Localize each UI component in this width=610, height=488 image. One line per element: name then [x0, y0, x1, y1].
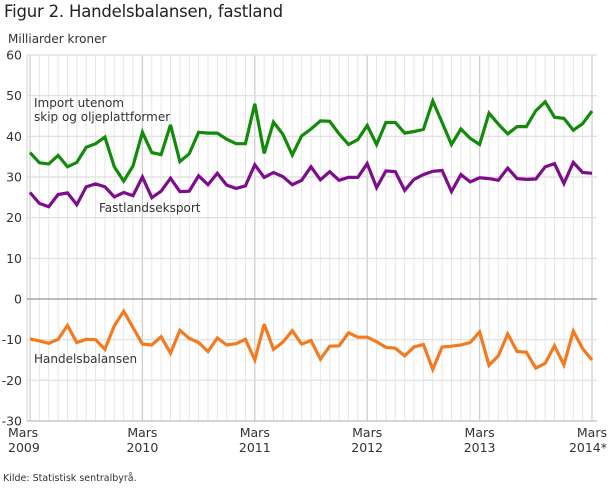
y-tick-label: 0	[14, 292, 22, 307]
series-label-handelsbalansen: Handelsbalansen	[34, 352, 137, 366]
series-line-import-utenom-skip-og-oljeplattformer	[28, 96, 594, 185]
y-tick-label: 30	[6, 170, 22, 185]
series-line-fastlandseksport	[28, 159, 593, 209]
x-tick-label-month: Mars	[465, 425, 495, 440]
y-axis-label: Milliarder kroner	[8, 32, 107, 46]
y-tick-label: 60	[6, 48, 22, 63]
source-note: Kilde: Statistisk sentralbyrå.	[3, 473, 137, 484]
vertical-gridlines	[26, 55, 593, 421]
x-tick-label-year: 2011	[239, 440, 271, 455]
x-tick-label-year: 2012	[351, 440, 383, 455]
series-label-fastlandseksport: Fastlandseksport	[99, 201, 201, 215]
series-points	[29, 162, 593, 207]
x-tick-label-month: Mars	[577, 425, 607, 440]
series-line-handelsbalansen	[29, 308, 594, 374]
horizontal-gridlines	[27, 54, 597, 422]
series-points	[29, 100, 593, 182]
x-tick-label-year: 2010	[126, 440, 158, 455]
series-label-import-line1: Import utenom	[34, 96, 124, 110]
x-tick-label-month: Mars	[127, 425, 157, 440]
chart-title: Figur 2. Handelsbalansen, fastland	[4, 2, 283, 21]
x-tick-labels: Mars2009Mars2010Mars2011Mars2012Mars2013…	[8, 425, 607, 455]
x-tick-label-month: Mars	[240, 425, 270, 440]
y-tick-label: 50	[6, 88, 22, 103]
y-tick-label: 10	[6, 251, 22, 266]
x-tick-label-month: Mars	[352, 425, 382, 440]
y-tick-label: 40	[6, 129, 22, 144]
x-tick-label-year: 2014*	[569, 440, 607, 455]
y-tick-label: -30	[2, 414, 22, 429]
series-points	[29, 311, 593, 370]
x-tick-label-year: 2009	[8, 440, 40, 455]
series-label-import: Import utenom skip og oljeplattformer	[34, 96, 170, 124]
x-tick-label-month: Mars	[8, 425, 38, 440]
y-tick-label: -10	[2, 332, 22, 347]
y-tick-labels: 60 50 40 30 20 10 0 -10 -20 -30	[2, 48, 22, 429]
x-tick-label-year: 2013	[464, 440, 496, 455]
series-label-import-line2: skip og oljeplattformer	[34, 110, 170, 124]
y-tick-label: 20	[6, 210, 22, 225]
series-label-fastlandseksport-text: Fastlandseksport	[99, 201, 201, 215]
y-tick-label: -20	[2, 373, 22, 388]
series-lines	[28, 96, 594, 374]
series-label-handelsbalansen-text: Handelsbalansen	[34, 352, 137, 366]
